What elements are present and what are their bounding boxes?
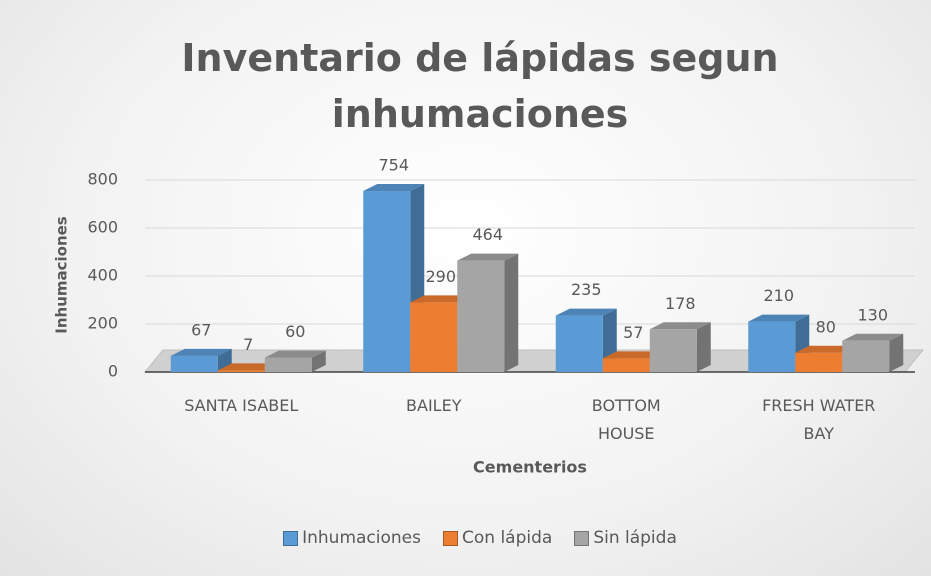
- bar-front: [842, 340, 890, 372]
- y-tick-label: 0: [108, 362, 118, 381]
- data-label: 290: [425, 267, 456, 286]
- bar-side: [889, 333, 904, 372]
- y-tick-label: 600: [87, 218, 118, 237]
- bar-side: [504, 253, 519, 372]
- y-axis-label: Inhumaciones: [53, 216, 71, 334]
- data-label: 67: [191, 320, 211, 339]
- data-label: 7: [243, 335, 253, 354]
- data-label: 210: [763, 286, 794, 305]
- bar-top: [264, 350, 326, 358]
- data-label: 80: [816, 317, 836, 336]
- legend-swatch: [443, 530, 458, 546]
- bar-top: [217, 363, 279, 371]
- legend-label: Inhumaciones: [302, 528, 421, 548]
- bar-side: [311, 350, 326, 372]
- bar-front: [410, 302, 458, 372]
- bar-top: [170, 348, 232, 356]
- bar-top: [602, 351, 664, 359]
- data-label: 60: [285, 322, 305, 341]
- legend-label: Sin lápida: [593, 528, 677, 548]
- chart-title: Inventario de lápidas segun inhumaciones: [181, 36, 779, 136]
- bar-front: [649, 329, 697, 372]
- x-tick-label: SANTA ISABEL: [184, 396, 299, 415]
- bar-front: [217, 370, 265, 372]
- bar-front: [264, 357, 312, 372]
- bar: [264, 350, 326, 372]
- bar-front: [748, 321, 796, 372]
- data-label: 464: [472, 225, 503, 244]
- data-label: 130: [857, 305, 888, 324]
- bar: [457, 253, 519, 372]
- bar: [170, 348, 232, 372]
- bar: [842, 333, 904, 372]
- x-tick-label: BAILEY: [406, 396, 462, 415]
- bar-front: [457, 260, 505, 372]
- bar-top: [649, 322, 711, 330]
- y-tick-label: 800: [87, 170, 118, 189]
- bar-front: [170, 355, 218, 372]
- y-tick-label: 400: [87, 266, 118, 285]
- bar-top: [410, 295, 472, 303]
- bar-front: [555, 315, 603, 372]
- bar-front: [602, 358, 650, 372]
- bar-top: [795, 345, 857, 353]
- data-label: 57: [623, 323, 643, 342]
- data-label: 178: [665, 294, 696, 313]
- bar-top: [842, 333, 904, 341]
- data-label: 754: [378, 156, 409, 175]
- bar: [363, 184, 425, 372]
- bar-front: [795, 352, 843, 372]
- bar-top: [363, 184, 425, 192]
- bar-front: [363, 191, 411, 372]
- bar-top: [457, 253, 519, 261]
- legend-item: Con lápida: [443, 528, 552, 548]
- x-tick-label: BOTTOM HOUSE: [591, 396, 661, 443]
- bar-side: [696, 322, 711, 372]
- bar-top: [748, 314, 810, 322]
- legend-label: Con lápida: [462, 528, 553, 548]
- y-tick-label: 200: [87, 314, 118, 333]
- x-axis-label: Cementerios: [473, 458, 587, 477]
- x-tick-label: FRESH WATER BAY: [762, 396, 876, 443]
- legend-swatch: [283, 530, 299, 546]
- data-label: 235: [571, 280, 602, 299]
- legend-item: Inhumaciones: [283, 528, 421, 548]
- bar: [649, 322, 711, 372]
- legend: Inhumaciones Con lápida Sin lápida: [230, 528, 730, 548]
- bar-top: [555, 308, 617, 316]
- legend-item: Sin lápida: [574, 528, 677, 548]
- legend-swatch: [574, 530, 590, 546]
